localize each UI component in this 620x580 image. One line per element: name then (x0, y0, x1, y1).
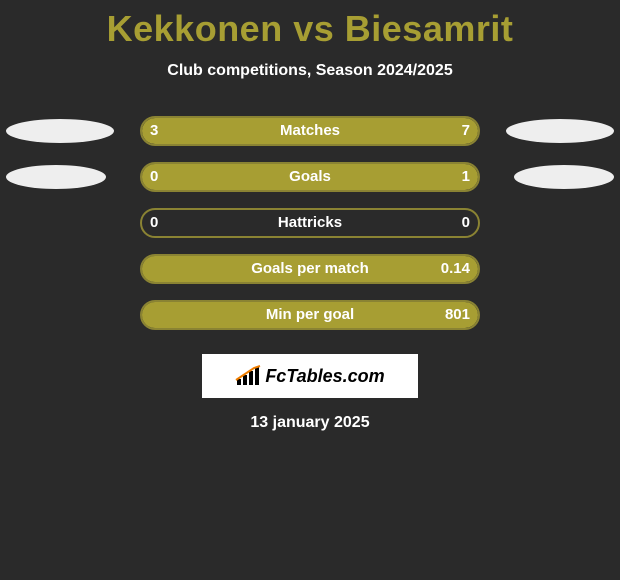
logo-text: FcTables.com (265, 366, 384, 387)
stat-label: Goals per match (140, 254, 480, 284)
subtitle: Club competitions, Season 2024/2025 (167, 62, 452, 80)
right-pill (506, 119, 614, 143)
left-pill (6, 119, 114, 143)
stat-row-goals-per-match: 0.14Goals per match (0, 254, 620, 284)
source-logo[interactable]: FcTables.com (202, 354, 418, 398)
stat-row-min-per-goal: 801Min per goal (0, 300, 620, 330)
player-1-name: Kekkonen (107, 8, 283, 49)
player-2-name: Biesamrit (345, 8, 514, 49)
bar-chart-icon (235, 365, 261, 387)
date-label: 13 january 2025 (250, 414, 369, 432)
stat-row-matches: 37Matches (0, 116, 620, 146)
comparison-card: Kekkonen vs Biesamrit Club competitions,… (0, 0, 620, 580)
page-title: Kekkonen vs Biesamrit (107, 8, 514, 50)
stat-label: Goals (140, 162, 480, 192)
left-pill (6, 165, 106, 189)
stat-row-goals: 01Goals (0, 162, 620, 192)
vs-text: vs (293, 8, 334, 49)
right-pill (514, 165, 614, 189)
stat-label: Matches (140, 116, 480, 146)
stats-container: 37Matches 01Goals 00Hattricks 0.14Goals per… (0, 116, 620, 346)
stat-label: Hattricks (140, 208, 480, 238)
stat-label: Min per goal (140, 300, 480, 330)
stat-row-hattricks: 00Hattricks (0, 208, 620, 238)
